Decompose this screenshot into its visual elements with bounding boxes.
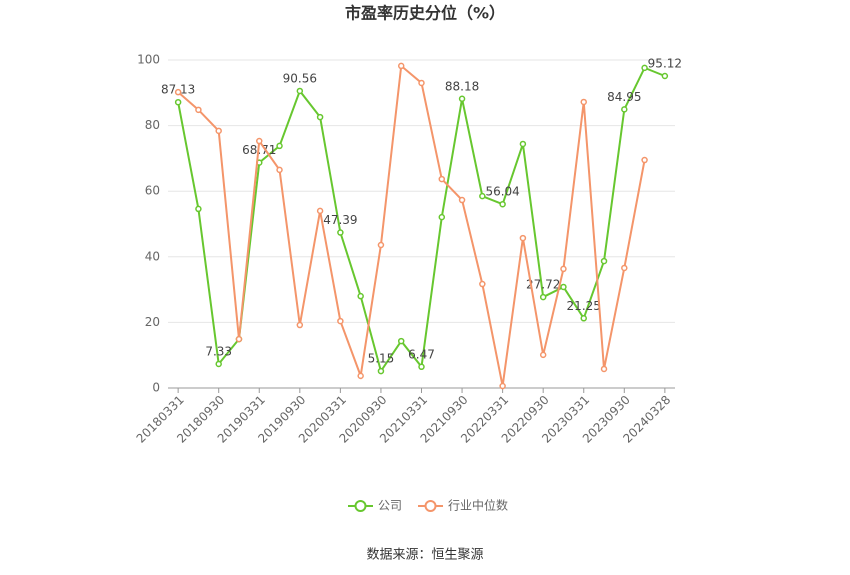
data-point: [195, 205, 202, 213]
chart-title: 市盈率历史分位（%）: [345, 4, 505, 23]
legend-label: 公司: [378, 499, 402, 513]
data-point: [560, 265, 567, 273]
data-label: 6.47: [408, 347, 435, 361]
data-point: [661, 72, 669, 80]
source: 数据来源：恒生聚源: [366, 548, 483, 563]
data-point: [539, 351, 547, 359]
data-point: [215, 127, 222, 135]
data-point: [479, 280, 486, 288]
data-label: 84.95: [607, 90, 641, 104]
y-tick-label: 20: [145, 315, 160, 329]
data-point: [195, 106, 202, 114]
data-point: [337, 229, 344, 236]
data-point: [235, 335, 243, 343]
data-point: [418, 363, 425, 371]
data-label: 5.15: [368, 352, 395, 366]
series-line: [177, 63, 646, 387]
data-label: 27.72: [526, 278, 560, 292]
data-point: [621, 264, 628, 272]
data-point: [174, 88, 182, 96]
y-tick-label: 60: [145, 184, 160, 198]
y-tick-label: 0: [152, 381, 160, 395]
data-point: [458, 196, 466, 204]
data-point: [296, 321, 304, 329]
data-point: [519, 234, 527, 242]
data-point: [621, 106, 628, 113]
legend-label: 行业中位数: [448, 498, 508, 513]
data-point: [539, 293, 547, 301]
legend-marker: [354, 500, 367, 512]
data-point: [316, 207, 324, 215]
data-label: 95.12: [648, 57, 682, 71]
y-tick-label: 100: [137, 53, 160, 67]
data-point: [276, 142, 283, 150]
data-point: [377, 367, 385, 375]
data-label: 88.18: [445, 79, 479, 93]
data-point: [215, 360, 222, 368]
data-label: 56.04: [485, 185, 519, 199]
legend-marker: [424, 500, 437, 512]
data-point: [600, 365, 608, 373]
data-point: [560, 283, 567, 291]
data-point: [580, 315, 587, 322]
data-point: [377, 241, 385, 249]
data-point: [499, 382, 506, 390]
data-point: [641, 156, 648, 164]
data-point: [316, 113, 324, 121]
data-point: [438, 213, 446, 221]
data-label: 90.56: [283, 71, 317, 85]
data-point: [337, 317, 344, 325]
data-point: [418, 79, 425, 87]
data-point: [397, 62, 405, 70]
data-point: [357, 372, 364, 380]
data-point: [296, 87, 304, 95]
data-point: [580, 98, 587, 106]
data-point: [438, 175, 446, 183]
data-point: [174, 98, 182, 106]
data-point: [276, 166, 283, 174]
data-label: 7.33: [205, 344, 232, 358]
y-tick-label: 80: [145, 118, 160, 132]
data-label: 47.39: [323, 213, 357, 227]
data-label: 21.25: [567, 299, 601, 313]
data-point: [458, 95, 466, 103]
data-point: [499, 200, 506, 208]
data-point: [600, 257, 608, 265]
data-point: [641, 64, 648, 72]
data-point: [479, 192, 486, 200]
data-point: [519, 140, 527, 148]
y-tick-label: 40: [145, 249, 160, 263]
data-point: [397, 337, 405, 345]
data-point: [256, 137, 263, 145]
data-point: [357, 292, 364, 300]
